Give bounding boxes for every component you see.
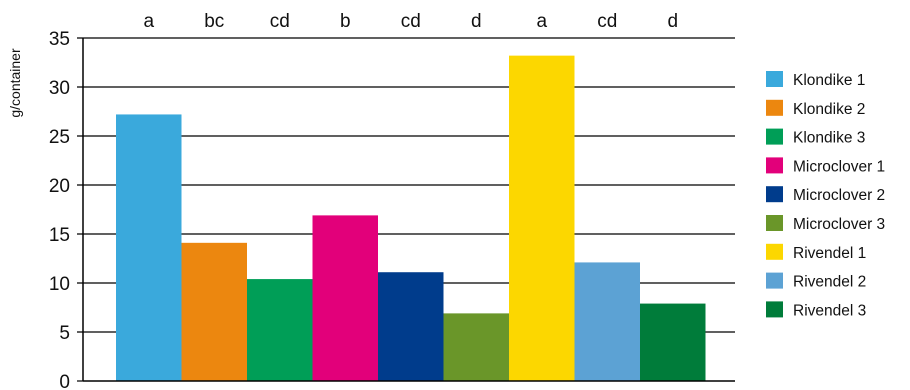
y-tick-label: 0: [59, 372, 70, 390]
legend-swatch: [766, 272, 783, 289]
legend-swatch: [766, 157, 783, 174]
legend-label: Rivendel 3: [793, 302, 866, 319]
y-tick-label: 25: [49, 127, 70, 148]
y-tick-label: 15: [49, 225, 70, 246]
significance-label: cd: [270, 11, 290, 32]
bar: [509, 55, 575, 381]
y-tick-label: 20: [49, 176, 70, 197]
y-tick-label: 30: [49, 78, 70, 99]
legend-swatch: [766, 71, 783, 87]
significance-label: d: [667, 11, 678, 32]
significance-labels: a bc cd b cd d a cd d: [143, 11, 678, 32]
significance-label: bc: [204, 11, 224, 32]
significance-label: d: [471, 11, 482, 32]
y-axis-label: g/container: [7, 48, 23, 118]
bar: [574, 262, 640, 381]
legend-swatch: [766, 99, 783, 116]
bar: [378, 272, 444, 381]
y-tick-label: 10: [49, 274, 70, 295]
bar: [116, 114, 182, 381]
significance-label: a: [536, 11, 547, 32]
y-tick-label: 5: [59, 323, 70, 344]
legend: Klondike 1 Klondike 2 Klondike 3 Microclove…: [766, 71, 885, 319]
bar: [181, 242, 247, 381]
legend-label: Microclover 3: [793, 216, 885, 233]
y-tick-labels: 0 5 10 15 20 25 30 35: [49, 29, 70, 390]
bars: [116, 55, 706, 381]
bar: [443, 313, 509, 381]
legend-swatch: [766, 243, 783, 260]
significance-label: cd: [401, 11, 421, 32]
significance-label: cd: [597, 11, 617, 32]
legend-label: Rivendel 1: [793, 245, 866, 262]
legend-label: Microclover 2: [793, 187, 885, 204]
legend-label: Microclover 1: [793, 158, 885, 175]
bar: [247, 279, 313, 381]
legend-swatch: [766, 186, 783, 203]
bar: [640, 303, 706, 381]
legend-label: Rivendel 2: [793, 274, 866, 291]
legend-label: Klondike 1: [793, 72, 865, 89]
legend-swatch: [766, 301, 783, 318]
significance-label: a: [143, 11, 154, 32]
y-tick-label: 35: [49, 29, 70, 50]
bar: [312, 215, 378, 381]
significance-label: b: [340, 11, 351, 32]
legend-swatch: [766, 128, 783, 145]
legend-label: Klondike 3: [793, 130, 865, 147]
legend-swatch: [766, 215, 783, 231]
legend-label: Klondike 2: [793, 101, 865, 118]
